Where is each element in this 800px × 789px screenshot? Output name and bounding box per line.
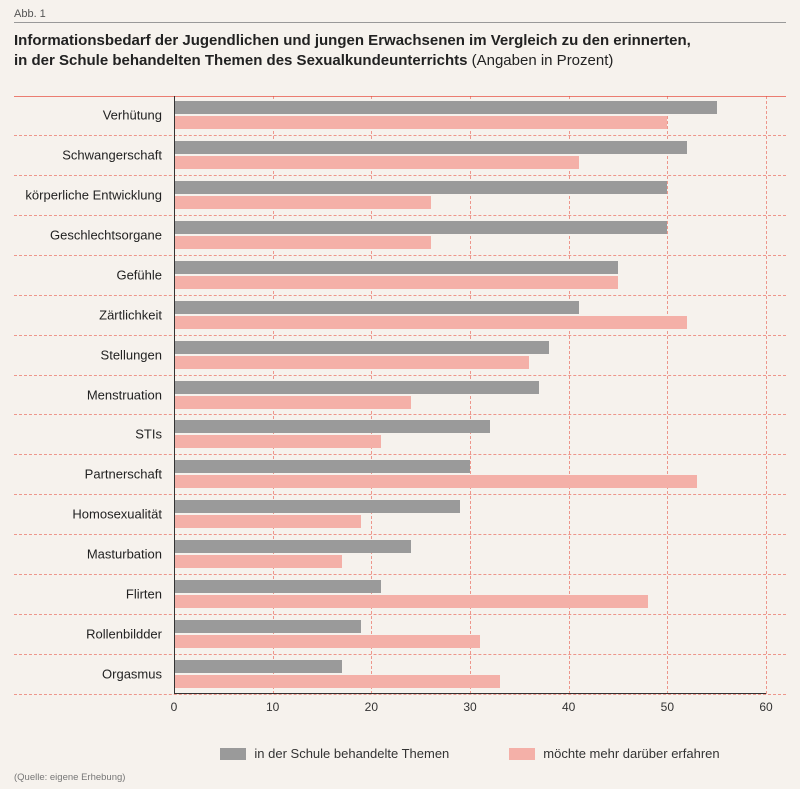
bar-series-1 bbox=[174, 580, 381, 593]
legend-swatch-1 bbox=[220, 748, 246, 760]
chart-title: Informationsbedarf der Jugendlichen und … bbox=[14, 31, 786, 72]
figure-label: Abb. 1 bbox=[14, 8, 786, 23]
bars-layer bbox=[174, 96, 766, 694]
category-label: Menstruation bbox=[87, 387, 162, 402]
x-tick-label: 0 bbox=[171, 700, 178, 714]
x-tick-label: 60 bbox=[759, 700, 772, 714]
y-axis-line bbox=[174, 96, 175, 694]
bar-series-1 bbox=[174, 261, 618, 274]
bar-series-1 bbox=[174, 141, 687, 154]
category-label: Stellungen bbox=[101, 347, 162, 362]
bar-series-2 bbox=[174, 635, 480, 648]
legend-label-1: in der Schule behandelte Themen bbox=[254, 746, 449, 761]
legend-swatch-2 bbox=[509, 748, 535, 760]
bar-series-1 bbox=[174, 420, 490, 433]
bar-series-2 bbox=[174, 515, 361, 528]
legend-label-2: möchte mehr darüber erfahren bbox=[543, 746, 719, 761]
bar-series-2 bbox=[174, 316, 687, 329]
legend: in der Schule behandelte Themen möchte m… bbox=[160, 746, 780, 761]
x-tick-label: 10 bbox=[266, 700, 279, 714]
bar-series-2 bbox=[174, 116, 667, 129]
category-label: Rollenbildder bbox=[86, 626, 162, 641]
category-label: Verhütung bbox=[103, 108, 162, 123]
bar-series-2 bbox=[174, 555, 342, 568]
bar-series-2 bbox=[174, 595, 648, 608]
category-label: STIs bbox=[135, 427, 162, 442]
bar-series-1 bbox=[174, 101, 717, 114]
x-tick-label: 30 bbox=[463, 700, 476, 714]
category-label: Schwangerschaft bbox=[62, 148, 162, 163]
bar-series-1 bbox=[174, 341, 549, 354]
bar-series-2 bbox=[174, 435, 381, 448]
title-line-2: in der Schule behandelten Themen des Sex… bbox=[14, 52, 467, 69]
bar-series-1 bbox=[174, 660, 342, 673]
x-tick-label: 50 bbox=[661, 700, 674, 714]
bar-series-1 bbox=[174, 460, 470, 473]
gridline-v bbox=[766, 96, 767, 694]
category-label: Partnerschaft bbox=[85, 467, 162, 482]
chart-area: 0 10 20 30 40 50 60 Verhütung Schwangerschaft kö… bbox=[14, 96, 786, 728]
x-tick-label: 20 bbox=[365, 700, 378, 714]
category-label: Orgasmus bbox=[102, 666, 162, 681]
bar-series-1 bbox=[174, 221, 667, 234]
bar-series-2 bbox=[174, 675, 500, 688]
bar-series-2 bbox=[174, 356, 529, 369]
bar-series-2 bbox=[174, 196, 431, 209]
bar-series-2 bbox=[174, 236, 431, 249]
source-note: (Quelle: eigene Erhebung) bbox=[14, 772, 125, 783]
bar-series-1 bbox=[174, 181, 667, 194]
category-label: körperliche Entwicklung bbox=[25, 188, 162, 203]
legend-item-series-2: möchte mehr darüber erfahren bbox=[509, 746, 719, 761]
category-label: Homosexualität bbox=[72, 507, 162, 522]
bar-series-2 bbox=[174, 396, 411, 409]
category-label: Gefühle bbox=[116, 267, 162, 282]
bar-series-1 bbox=[174, 301, 579, 314]
category-label: Zärtlichkeit bbox=[99, 307, 162, 322]
x-axis-line bbox=[174, 693, 766, 694]
bar-series-2 bbox=[174, 276, 618, 289]
category-label: Flirten bbox=[126, 586, 162, 601]
row-separator bbox=[14, 694, 786, 695]
plot-area: 0102030405060 VerhütungSchwangerschaftkö… bbox=[174, 96, 766, 694]
bar-series-2 bbox=[174, 475, 697, 488]
legend-item-series-1: in der Schule behandelte Themen bbox=[220, 746, 449, 761]
bar-series-1 bbox=[174, 381, 539, 394]
figure-container: Abb. 1 Informationsbedarf der Jugendlich… bbox=[0, 0, 800, 789]
bar-series-1 bbox=[174, 620, 361, 633]
title-line-1: Informationsbedarf der Jugendlichen und … bbox=[14, 32, 691, 49]
category-label: Geschlechtsorgane bbox=[50, 228, 162, 243]
category-label: Masturbation bbox=[87, 546, 162, 561]
bar-series-1 bbox=[174, 540, 411, 553]
bar-series-1 bbox=[174, 500, 460, 513]
x-tick-label: 40 bbox=[562, 700, 575, 714]
bar-series-2 bbox=[174, 156, 579, 169]
title-sub: (Angaben in Prozent) bbox=[467, 52, 613, 69]
